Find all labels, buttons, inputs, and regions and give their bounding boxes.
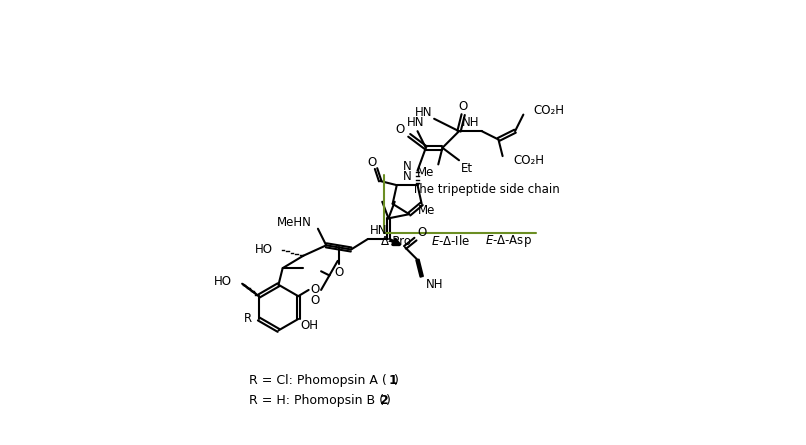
Text: R = Cl: Phomopsin A (: R = Cl: Phomopsin A ( bbox=[249, 374, 387, 387]
Text: CO₂H: CO₂H bbox=[534, 104, 565, 117]
Text: O: O bbox=[310, 294, 319, 307]
Text: R: R bbox=[244, 312, 252, 325]
Text: R = H: Phomopsin B (: R = H: Phomopsin B ( bbox=[249, 394, 384, 408]
Text: ): ) bbox=[393, 374, 398, 387]
Text: Me: Me bbox=[417, 166, 434, 179]
Text: NH: NH bbox=[462, 117, 480, 129]
Text: $\it{E}$-Δ-Asp: $\it{E}$-Δ-Asp bbox=[485, 233, 532, 249]
Text: Me: Me bbox=[418, 203, 435, 217]
Text: Et: Et bbox=[461, 162, 473, 175]
Text: 1: 1 bbox=[388, 374, 397, 387]
Text: OH: OH bbox=[301, 319, 318, 332]
Text: 2: 2 bbox=[380, 394, 389, 408]
Text: HO: HO bbox=[214, 275, 232, 288]
Text: HO: HO bbox=[256, 243, 273, 256]
Text: HN: HN bbox=[407, 117, 424, 129]
Text: HN: HN bbox=[414, 106, 432, 119]
Text: Δ-Pro: Δ-Pro bbox=[381, 235, 413, 248]
Text: N: N bbox=[403, 160, 412, 173]
Text: $\it{E}$-Δ-Ile: $\it{E}$-Δ-Ile bbox=[431, 234, 471, 248]
Text: O: O bbox=[459, 100, 467, 113]
Text: The tripeptide side chain: The tripeptide side chain bbox=[412, 183, 560, 196]
Text: O: O bbox=[368, 156, 376, 169]
Text: O: O bbox=[310, 283, 319, 296]
Text: HN: HN bbox=[370, 224, 388, 237]
Text: O: O bbox=[418, 227, 426, 239]
Text: O: O bbox=[396, 123, 405, 136]
Text: CO₂H: CO₂H bbox=[513, 154, 544, 167]
Text: MeHN: MeHN bbox=[276, 216, 312, 229]
Text: ): ) bbox=[385, 394, 390, 408]
Text: O: O bbox=[334, 266, 343, 279]
Text: N: N bbox=[403, 170, 412, 183]
Text: NH: NH bbox=[426, 278, 443, 291]
